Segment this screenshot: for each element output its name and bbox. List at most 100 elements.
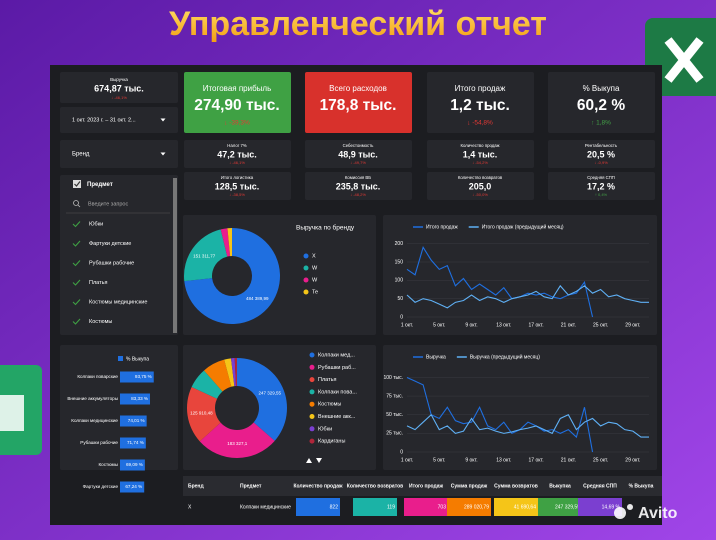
legend-marker	[309, 438, 315, 444]
kpi-value: 205,0	[469, 181, 492, 191]
y-tick-label: 75 тыс.	[386, 393, 403, 399]
kpi-change: ↓ -48,2%	[350, 192, 366, 197]
legend-label: Итого продаж (предыдущий месяц)	[482, 223, 564, 230]
donut-slice	[231, 358, 236, 387]
kpi-value: 178,8 тыс.	[320, 97, 397, 114]
category-label: Колпаки поварские	[77, 374, 118, 379]
table-cell	[538, 498, 582, 516]
table-cell	[578, 498, 622, 516]
kpi-change: ↓ -38,5%	[229, 192, 245, 197]
kpi-change: ↓ -39,3%	[224, 120, 250, 127]
excel-icon	[645, 18, 716, 96]
value-label: 71,74 %	[127, 440, 144, 445]
value-label: 83,33 %	[131, 396, 148, 401]
check-icon	[72, 221, 81, 228]
search-icon	[73, 200, 79, 206]
legend-marker	[118, 356, 123, 361]
panel	[548, 172, 655, 200]
series-line	[406, 246, 594, 318]
table-cell	[404, 498, 448, 516]
kpi-value: 48,9 тыс.	[338, 149, 378, 159]
legend-marker	[309, 364, 315, 370]
filter-item: Рубашки рабочие	[89, 260, 134, 266]
y-tick-label: 200	[395, 241, 404, 247]
x-tick-label: 17 окт.	[529, 457, 544, 463]
column-header: Количество возвратов	[347, 483, 403, 489]
legend-marker	[309, 426, 315, 432]
slice-label: 125 910,48	[190, 411, 213, 416]
x-tick-label: 25 окт.	[593, 322, 608, 328]
kpi-label: Количество возвратов	[458, 175, 503, 180]
column-header: Бренд	[188, 483, 204, 489]
panel	[60, 140, 178, 168]
kpi-label: Итого логистика	[221, 175, 254, 180]
panel	[184, 140, 291, 168]
legend-marker	[309, 401, 315, 407]
y-tick-label: 25 тыс.	[386, 431, 403, 437]
table-cell	[353, 498, 397, 516]
legend-marker	[303, 265, 309, 271]
filter-item: Платья	[89, 280, 107, 286]
y-tick-label: 100	[395, 278, 404, 284]
donut-slice	[187, 386, 221, 442]
column-header: Итого продаж	[409, 483, 444, 489]
filter-item: Фартуки детские	[89, 241, 131, 247]
bar	[120, 481, 145, 493]
page-title: Управленческий отчет	[169, 5, 547, 43]
kpi-change: ↓ -49,7%	[350, 160, 366, 165]
legend-label: Выручка	[426, 354, 446, 360]
check-icon	[72, 240, 81, 247]
check-icon	[72, 318, 81, 325]
panel	[548, 140, 655, 168]
kpi-value: 20,5 %	[587, 149, 615, 159]
donut-slice	[220, 228, 231, 257]
kpi-label: % Выкупа	[583, 84, 620, 93]
value-label: 67,24 %	[125, 484, 142, 489]
table-cell	[447, 498, 491, 516]
x-tick-label: 17 окт.	[529, 322, 544, 328]
table-cell-text: 703	[438, 504, 447, 510]
slice-label: 247 329,55	[258, 390, 281, 395]
legend-label: Юбки	[318, 426, 332, 432]
check-icon	[72, 260, 81, 267]
kpi-value: 1,2 тыс.	[450, 97, 510, 114]
bar	[120, 371, 154, 383]
panel	[60, 107, 178, 133]
category-label: Рубашки рабочие	[80, 440, 118, 445]
panel	[427, 172, 534, 200]
y-tick-label: 0	[400, 314, 403, 320]
donut-slice	[224, 358, 235, 387]
kpi-value: 274,90 тыс.	[194, 97, 279, 114]
kpi-label: Итого продаж	[455, 84, 506, 93]
kpi-value: 1,4 тыс.	[463, 149, 498, 159]
column-header: Средняя СПП	[583, 483, 617, 489]
kpi-change: ↓ -0,9%	[594, 160, 608, 165]
kpi-label: Средняя СПП	[587, 175, 615, 180]
table-cell	[494, 498, 538, 516]
legend-label: Внешние акк...	[318, 414, 356, 420]
kpi-label: Выручка	[110, 77, 128, 82]
legend-label: Рубашки раб...	[318, 365, 356, 371]
dropdown-arrow	[160, 118, 166, 122]
filter-subject: Предмет	[87, 182, 113, 188]
table-cell-text: 822	[330, 504, 339, 510]
table-cell-text: 247 329,55	[555, 504, 580, 510]
donut-slice	[234, 358, 237, 387]
x-tick-label: 5 окт.	[433, 457, 445, 463]
table-cell-text: Колпаки медицинские	[240, 504, 291, 510]
column-header: Сумма продаж	[451, 483, 488, 489]
legend-label: Итого продаж	[426, 224, 458, 230]
series-line	[406, 413, 649, 438]
legend-label: W	[312, 265, 318, 271]
table-cell-text: 289 020,79	[464, 504, 489, 510]
kpi-value: 128,5 тыс.	[215, 181, 260, 191]
watermark-dot	[614, 507, 626, 519]
donut-slice	[191, 370, 223, 399]
x-tick-label: 21 окт.	[561, 457, 576, 463]
legend-label: Колпаки мед...	[318, 352, 355, 358]
kpi-label: Количество продаж	[460, 143, 499, 148]
legend-marker	[309, 414, 315, 419]
y-tick-label: 50	[397, 296, 403, 302]
donut-slice	[184, 228, 280, 324]
